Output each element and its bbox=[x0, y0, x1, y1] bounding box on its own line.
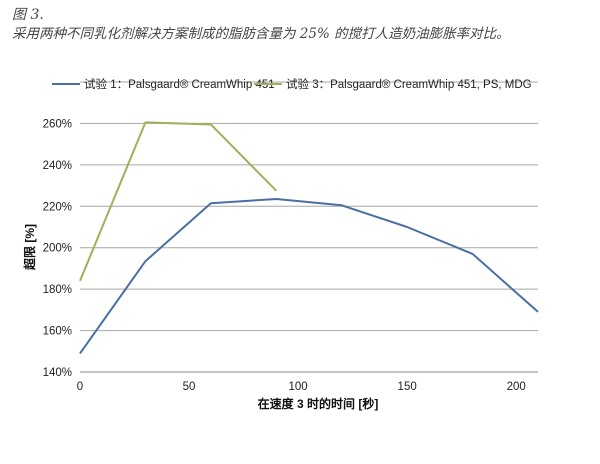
series-line-1 bbox=[79, 198, 539, 354]
y-tick-label: 140% bbox=[43, 367, 72, 379]
x-tick-label: 200 bbox=[507, 381, 526, 393]
y-tick-label: 200% bbox=[43, 243, 72, 255]
x-axis-title: 在速度 3 时的时间 [秒] bbox=[258, 396, 379, 411]
grid-layer bbox=[80, 81, 538, 373]
y-tick-label: 180% bbox=[43, 284, 72, 296]
y-tick-label: 160% bbox=[43, 326, 72, 338]
y-axis-title: 超限 [%] bbox=[22, 224, 37, 271]
x-tick-label: 150 bbox=[398, 381, 417, 393]
y-tick-label: 240% bbox=[43, 160, 72, 172]
x-tick-label: 100 bbox=[289, 381, 308, 393]
series-layer bbox=[79, 121, 539, 354]
legend-label-1: 试验 1：Palsgaard® CreamWhip 451 bbox=[84, 77, 275, 91]
legend-label-2: 试验 3：Palsgaard® CreamWhip 451, PS, MDG bbox=[286, 77, 532, 91]
figure-title: 图 3. bbox=[12, 7, 44, 23]
x-tick-label: 0 bbox=[77, 381, 83, 393]
y-tick-label: 220% bbox=[43, 201, 72, 213]
x-tick-label: 50 bbox=[183, 381, 196, 393]
y-tick-label: 260% bbox=[43, 118, 72, 130]
figure-subtitle: 采用两种不同乳化剂解决方案制成的脂肪含量为 25% 的搅打人造奶油膨胀率对比。 bbox=[12, 26, 510, 42]
series-line-2 bbox=[79, 121, 278, 282]
axis-layer: 140% 160% 180% 200% 220% 240% 260% 0 50 100 150 200… bbox=[22, 118, 538, 411]
figure-caption: 图 3. 采用两种不同乳化剂解决方案制成的脂肪含量为 25% 的搅打人造奶油膨胀… bbox=[12, 6, 592, 44]
legend: 试验 1：Palsgaard® CreamWhip 451 试验 3：Palsga… bbox=[52, 77, 532, 91]
